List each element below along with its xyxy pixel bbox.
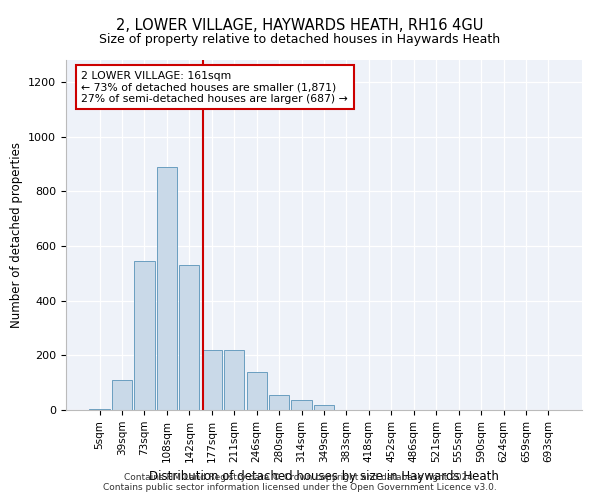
Bar bbox=[157, 166, 177, 410]
Bar bbox=[269, 395, 289, 410]
X-axis label: Distribution of detached houses by size in Haywards Heath: Distribution of detached houses by size … bbox=[149, 470, 499, 483]
Bar bbox=[134, 261, 155, 410]
Text: 2 LOWER VILLAGE: 161sqm
← 73% of detached houses are smaller (1,871)
27% of semi: 2 LOWER VILLAGE: 161sqm ← 73% of detache… bbox=[82, 70, 348, 104]
Bar bbox=[179, 265, 199, 410]
Y-axis label: Number of detached properties: Number of detached properties bbox=[10, 142, 23, 328]
Bar bbox=[292, 400, 311, 410]
Bar bbox=[89, 408, 110, 410]
Bar bbox=[202, 350, 222, 410]
Text: Contains HM Land Registry data © Crown copyright and database right 2024.
Contai: Contains HM Land Registry data © Crown c… bbox=[103, 473, 497, 492]
Bar bbox=[224, 350, 244, 410]
Text: Size of property relative to detached houses in Haywards Heath: Size of property relative to detached ho… bbox=[100, 32, 500, 46]
Bar bbox=[112, 380, 132, 410]
Bar bbox=[314, 404, 334, 410]
Bar bbox=[247, 372, 267, 410]
Text: 2, LOWER VILLAGE, HAYWARDS HEATH, RH16 4GU: 2, LOWER VILLAGE, HAYWARDS HEATH, RH16 4… bbox=[116, 18, 484, 32]
